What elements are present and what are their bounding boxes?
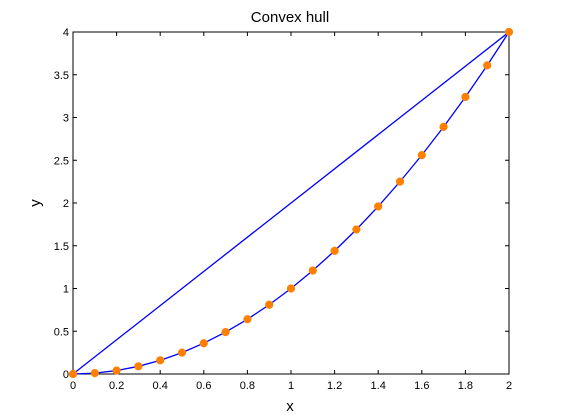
- y-tick-label: 3: [63, 113, 69, 125]
- data-point: [504, 27, 514, 37]
- x-axis: 0 0.2 0.4 0.6 0.8 1 1.2 1.4 1.6 1.8 2: [70, 32, 512, 392]
- hull-layer: [72, 31, 510, 375]
- data-point: [177, 348, 187, 357]
- x-tick-label: 0.6: [196, 380, 211, 392]
- x-tick-label: 0: [70, 380, 76, 392]
- data-point: [461, 92, 470, 102]
- data-point: [395, 177, 405, 186]
- y-tick-label: 3.5: [54, 70, 69, 82]
- data-point: [286, 284, 296, 293]
- data-point: [483, 61, 492, 70]
- chart-title: Convex hull: [251, 9, 329, 26]
- data-point: [374, 202, 383, 211]
- data-point: [417, 151, 426, 160]
- data-point: [265, 300, 274, 309]
- data-point: [156, 356, 165, 365]
- data-point: [68, 369, 78, 379]
- data-point: [352, 225, 361, 234]
- y-tick-label: 2: [63, 198, 69, 210]
- x-tick-label: 0.8: [240, 380, 255, 392]
- y-axis-label: y: [27, 199, 44, 207]
- data-point: [199, 339, 208, 348]
- x-tick-label: 2: [506, 380, 512, 392]
- x-tick-label: 1.8: [458, 380, 473, 392]
- data-point: [112, 366, 121, 375]
- x-tick-label: 1.2: [327, 380, 342, 392]
- x-tick-label: 1: [288, 380, 294, 392]
- y-axis: 0 0.5 1 1.5 2 2.5 3 3.5 4: [54, 27, 509, 381]
- data-point: [308, 266, 317, 275]
- hull-line: [72, 31, 510, 375]
- points-layer: [68, 27, 514, 379]
- data-point: [134, 362, 143, 371]
- y-tick-label: 4: [63, 27, 69, 39]
- y-tick-label: 2.5: [54, 155, 69, 167]
- x-tick-label: 0.4: [153, 380, 168, 392]
- x-tick-label: 1.6: [414, 380, 429, 392]
- y-tick-label: 0.5: [54, 326, 69, 338]
- x-tick-label: 1.4: [371, 380, 386, 392]
- y-tick-label: 1: [63, 284, 69, 296]
- x-tick-label: 0.2: [109, 380, 124, 392]
- data-point: [243, 315, 252, 324]
- y-tick-label: 1.5: [54, 241, 69, 253]
- data-point: [221, 328, 230, 337]
- x-axis-label: x: [286, 398, 294, 415]
- y-tick-label: 0: [63, 369, 69, 381]
- data-point: [439, 122, 448, 132]
- data-point: [330, 246, 339, 255]
- data-point: [90, 369, 99, 378]
